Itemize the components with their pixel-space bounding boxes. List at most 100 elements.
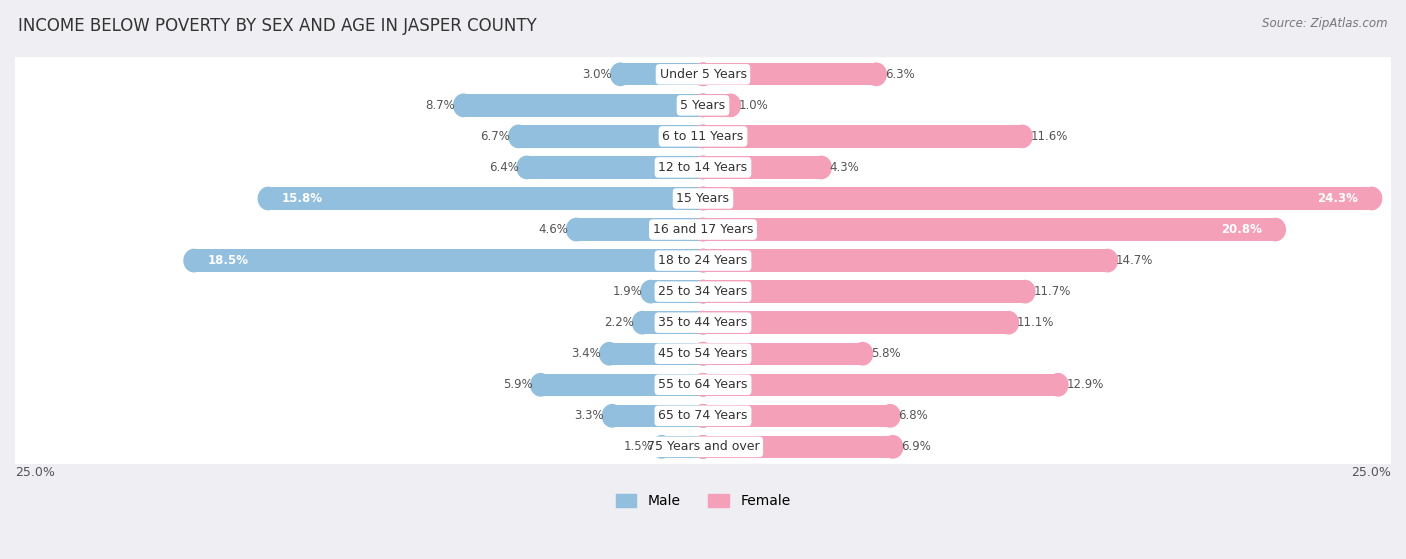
Circle shape <box>693 435 713 458</box>
FancyBboxPatch shape <box>6 150 1400 184</box>
FancyBboxPatch shape <box>6 244 1400 278</box>
Text: 75 Years and over: 75 Years and over <box>647 440 759 453</box>
Text: 8.7%: 8.7% <box>426 99 456 112</box>
Text: 6.4%: 6.4% <box>489 161 519 174</box>
Bar <box>620 63 703 86</box>
Text: INCOME BELOW POVERTY BY SEX AND AGE IN JASPER COUNTY: INCOME BELOW POVERTY BY SEX AND AGE IN J… <box>18 17 537 35</box>
Circle shape <box>693 405 713 427</box>
Circle shape <box>599 343 619 365</box>
FancyBboxPatch shape <box>6 368 1400 402</box>
Circle shape <box>454 94 474 116</box>
Bar <box>576 219 703 241</box>
Circle shape <box>1012 125 1032 148</box>
Circle shape <box>693 94 713 116</box>
Circle shape <box>721 94 741 116</box>
Circle shape <box>693 125 713 148</box>
Circle shape <box>693 373 713 396</box>
Text: 11.1%: 11.1% <box>1017 316 1054 329</box>
Text: 12 to 14 Years: 12 to 14 Years <box>658 161 748 174</box>
Bar <box>703 94 731 116</box>
Text: 25.0%: 25.0% <box>15 466 55 479</box>
Circle shape <box>693 187 713 210</box>
Circle shape <box>652 435 672 458</box>
Circle shape <box>1265 219 1285 241</box>
FancyBboxPatch shape <box>6 212 1400 247</box>
Bar <box>703 311 1008 334</box>
Circle shape <box>693 94 713 116</box>
Text: 65 to 74 Years: 65 to 74 Years <box>658 409 748 422</box>
FancyBboxPatch shape <box>6 57 1400 91</box>
Text: Source: ZipAtlas.com: Source: ZipAtlas.com <box>1263 17 1388 30</box>
Circle shape <box>693 219 713 241</box>
Bar <box>703 63 876 86</box>
Bar <box>703 405 890 427</box>
Circle shape <box>693 281 713 303</box>
Bar <box>541 373 703 396</box>
Bar <box>464 94 703 116</box>
Circle shape <box>693 63 713 86</box>
Circle shape <box>811 157 831 179</box>
FancyBboxPatch shape <box>6 430 1400 464</box>
FancyBboxPatch shape <box>6 306 1400 340</box>
FancyBboxPatch shape <box>6 182 1400 216</box>
Text: 15 Years: 15 Years <box>676 192 730 205</box>
Text: 35 to 44 Years: 35 to 44 Years <box>658 316 748 329</box>
Text: Under 5 Years: Under 5 Years <box>659 68 747 81</box>
Bar <box>703 157 821 179</box>
Circle shape <box>693 249 713 272</box>
Text: 6 to 11 Years: 6 to 11 Years <box>662 130 744 143</box>
Bar <box>703 219 1275 241</box>
FancyBboxPatch shape <box>6 119 1400 154</box>
FancyBboxPatch shape <box>6 88 1400 122</box>
Circle shape <box>1047 373 1069 396</box>
Circle shape <box>641 281 661 303</box>
Circle shape <box>1015 281 1035 303</box>
Text: 1.5%: 1.5% <box>624 440 654 453</box>
Circle shape <box>693 157 713 179</box>
Text: 20.8%: 20.8% <box>1220 223 1261 236</box>
Circle shape <box>866 63 886 86</box>
Circle shape <box>693 311 713 334</box>
Text: 3.3%: 3.3% <box>574 409 605 422</box>
Bar <box>609 343 703 365</box>
Text: 14.7%: 14.7% <box>1116 254 1153 267</box>
Text: 6.9%: 6.9% <box>901 440 931 453</box>
Circle shape <box>693 157 713 179</box>
Circle shape <box>883 435 903 458</box>
Text: 18 to 24 Years: 18 to 24 Years <box>658 254 748 267</box>
Bar <box>703 373 1057 396</box>
Text: 15.8%: 15.8% <box>283 192 323 205</box>
Circle shape <box>693 343 713 365</box>
Text: 24.3%: 24.3% <box>1317 192 1358 205</box>
Legend: Male, Female: Male, Female <box>610 489 796 514</box>
Bar <box>703 281 1025 303</box>
Text: 5.8%: 5.8% <box>870 347 900 360</box>
Circle shape <box>693 187 713 210</box>
Text: 5.9%: 5.9% <box>502 378 533 391</box>
Text: 6.8%: 6.8% <box>898 409 928 422</box>
Text: 3.0%: 3.0% <box>582 68 612 81</box>
Circle shape <box>567 219 586 241</box>
Bar <box>194 249 703 272</box>
Bar <box>703 435 893 458</box>
Text: 1.9%: 1.9% <box>613 285 643 298</box>
Bar <box>612 405 703 427</box>
Circle shape <box>530 373 551 396</box>
Text: 12.9%: 12.9% <box>1066 378 1104 391</box>
Circle shape <box>693 63 713 86</box>
Bar <box>703 125 1022 148</box>
Circle shape <box>633 311 652 334</box>
Circle shape <box>693 249 713 272</box>
Circle shape <box>693 219 713 241</box>
Circle shape <box>1098 249 1118 272</box>
Text: 18.5%: 18.5% <box>208 254 249 267</box>
Circle shape <box>693 281 713 303</box>
Circle shape <box>852 343 873 365</box>
Circle shape <box>602 405 621 427</box>
Bar <box>519 125 703 148</box>
FancyBboxPatch shape <box>6 274 1400 309</box>
Text: 16 and 17 Years: 16 and 17 Years <box>652 223 754 236</box>
Circle shape <box>880 405 900 427</box>
Circle shape <box>693 373 713 396</box>
Text: 2.2%: 2.2% <box>605 316 634 329</box>
